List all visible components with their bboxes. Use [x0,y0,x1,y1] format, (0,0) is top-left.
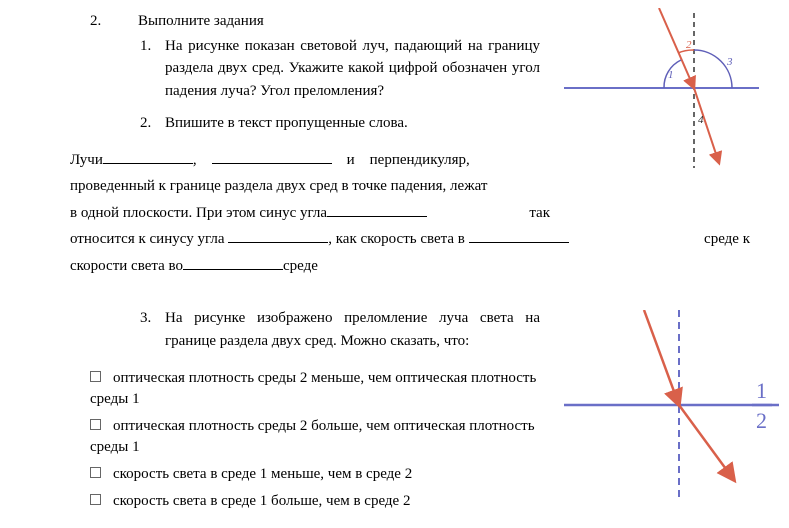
fill-p3-a: в одной плоскости. При этом синус угла [70,205,327,221]
checkbox-d[interactable] [90,494,101,505]
incident-ray-2 [644,310,679,405]
fill-p3-b: так [529,202,550,225]
checkbox-a[interactable] [90,371,101,382]
angle-label-3: 3 [726,56,733,68]
question-3: 3. На рисунке изображено преломление луч… [140,307,540,352]
refraction-diagram-2: 1 2 [564,310,779,500]
fill-p4-b: , как скорость света в [328,231,468,247]
q1-text: На рисунке показан световой луч, падающи… [165,38,540,99]
option-a-text: оптическая плотность среды 2 меньше, чем… [90,370,536,407]
question-1: 1. На рисунке показан световой луч, пада… [140,35,540,103]
angle-label-2: 2 [686,39,692,51]
fill-p1-b: , [193,152,197,168]
checkbox-c[interactable] [90,467,101,478]
medium-label-1: 1 [756,378,767,403]
option-a-row: оптическая плотность среды 2 меньше, чем… [90,368,570,410]
option-d-row: скорость света в среде 1 больше, чем в с… [90,491,570,512]
blank-6[interactable] [183,255,283,270]
angle-label-1: 1 [668,69,674,81]
refraction-diagram-1: 1 2 3 4 [564,8,759,173]
fill-p1-a: Лучи [70,152,103,168]
medium-label-2: 2 [756,408,767,433]
fill-p5-a: скорости света во [70,258,183,274]
fill-p4-c: среде к [704,228,750,251]
option-d-text: скорость света в среде 1 больше, чем в с… [113,493,410,509]
refracted-ray-2 [679,405,734,480]
main-title: Выполните задания [138,13,264,29]
blank-1[interactable] [103,149,193,164]
q3-number: 3. [140,307,151,330]
q3-text: На рисунке изображено преломление луча с… [165,310,540,349]
q2-text: Впишите в текст пропущенные слова. [165,115,408,131]
q1-number: 1. [140,35,151,58]
main-number: 2. [90,10,101,33]
q2-number: 2. [140,112,151,135]
blank-3[interactable] [327,202,427,217]
fill-p5-b: среде [283,258,318,274]
blank-4[interactable] [228,228,328,243]
fill-p2: проведенный к границе раздела двух сред … [70,178,487,194]
option-c-row: скорость света в среде 1 меньше, чем в с… [90,464,570,485]
option-c-text: скорость света в среде 1 меньше, чем в с… [113,466,412,482]
option-b-row: оптическая плотность среды 2 больше, чем… [90,416,570,458]
checkbox-b[interactable] [90,419,101,430]
blank-2[interactable] [212,149,332,164]
fill-p1-c: и [347,152,355,168]
option-b-text: оптическая плотность среды 2 больше, чем… [90,418,535,455]
blank-5[interactable] [469,228,569,243]
fill-p4-a: относится к синусу угла [70,231,228,247]
angle-label-4: 4 [698,114,704,126]
fill-p1-d: перпендикуляр, [370,152,470,168]
question-2: 2. Впишите в текст пропущенные слова. [140,112,540,135]
